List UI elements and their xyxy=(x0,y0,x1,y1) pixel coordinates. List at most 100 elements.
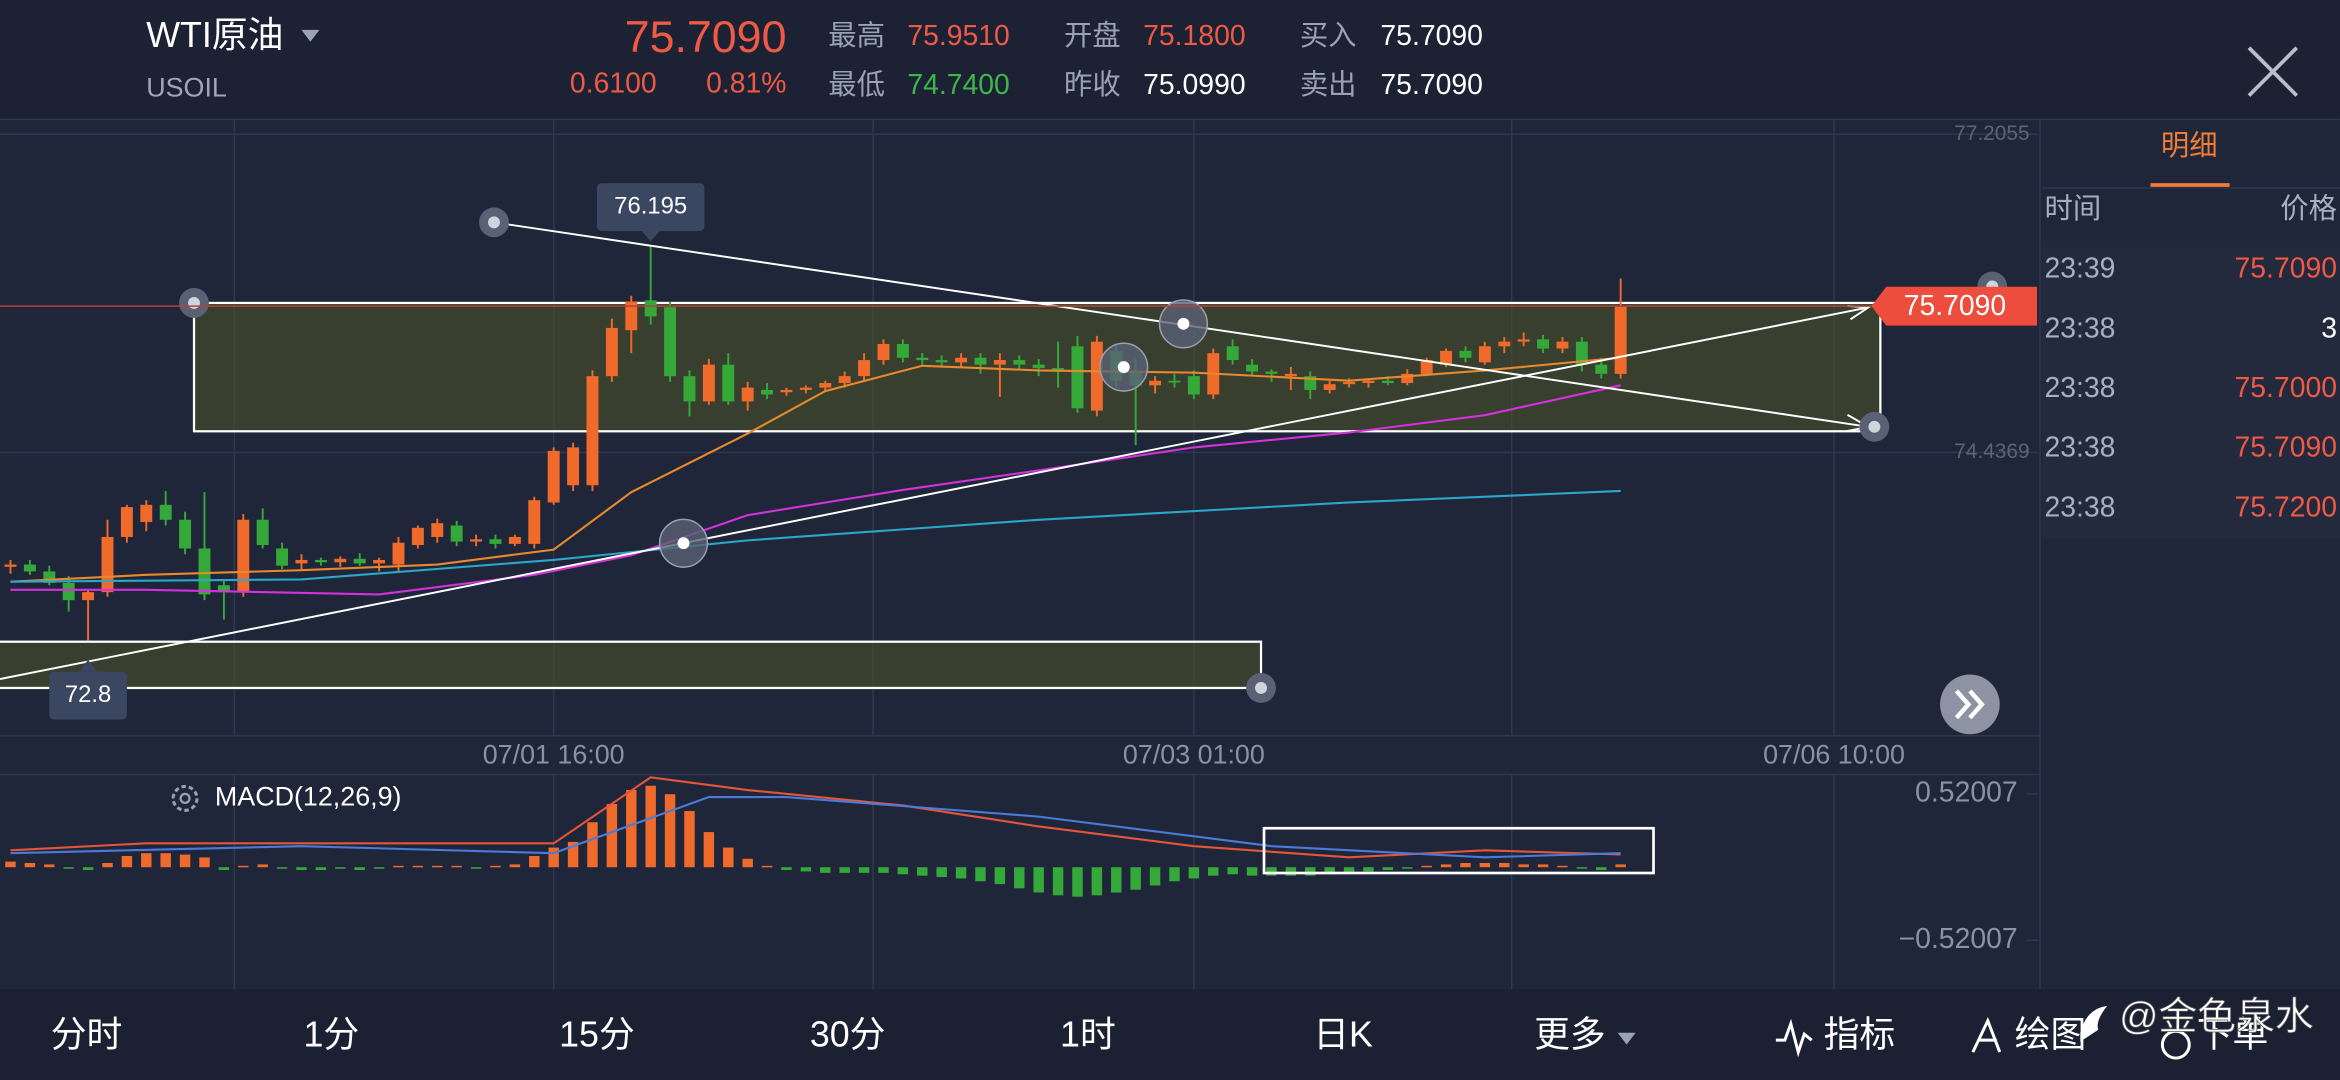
macd-bar xyxy=(199,857,210,868)
candle-body xyxy=(1265,371,1278,374)
macd-bar xyxy=(917,867,928,876)
macd-bar xyxy=(141,853,152,868)
macd-plot: 0.52007 −0.52007 xyxy=(5,776,2039,955)
period-tab[interactable]: 1时 xyxy=(1060,1015,1116,1055)
moving-average xyxy=(10,384,1621,596)
candle-body xyxy=(1401,373,1414,384)
candle-body xyxy=(101,536,114,593)
candle-body xyxy=(1284,373,1297,377)
macd-bar xyxy=(1305,867,1316,876)
candle-body xyxy=(935,360,948,363)
chart-frame xyxy=(0,119,2041,990)
period-tab[interactable]: 30分 xyxy=(810,1015,886,1055)
candle-body xyxy=(1478,346,1491,363)
macd-bar xyxy=(335,867,346,869)
tool-tab[interactable]: 指标 xyxy=(1824,1015,1896,1055)
candle-body xyxy=(1420,360,1433,374)
candle-body xyxy=(431,523,444,537)
candle-body xyxy=(1537,339,1550,349)
candle-body xyxy=(82,592,95,601)
quote-value: 75.0990 xyxy=(1143,69,1245,101)
macd-bar xyxy=(238,865,249,868)
macd-bar xyxy=(63,867,74,869)
macd-bar xyxy=(800,867,812,872)
symbol-name[interactable]: WTI原油 xyxy=(146,15,283,55)
annotation-box xyxy=(49,671,127,720)
period-tab[interactable]: 日K xyxy=(1313,1015,1373,1055)
candle-body xyxy=(1226,346,1239,361)
macd-bar xyxy=(1266,867,1277,876)
candle-body xyxy=(1187,376,1200,395)
quote-value: 75.7090 xyxy=(1380,20,1482,52)
candle-body xyxy=(1556,341,1569,349)
macd-bar xyxy=(781,867,792,871)
dropdown-icon[interactable] xyxy=(301,29,320,42)
macd-bar xyxy=(354,867,365,871)
tool-tab[interactable]: 下单 xyxy=(2197,1015,2269,1055)
trade-time: 23:38 xyxy=(2045,372,2116,404)
macd-bar xyxy=(44,864,55,868)
macd-bar xyxy=(820,867,831,873)
candle-body xyxy=(159,504,172,520)
candle-body xyxy=(4,564,17,567)
period-tab[interactable]: 分时 xyxy=(51,1015,123,1055)
candle-body xyxy=(1168,380,1181,383)
column-header: 时间 xyxy=(2045,193,2102,225)
macd-bar xyxy=(1324,867,1335,875)
candle-body xyxy=(1013,360,1026,365)
indicator-title: MACD(12,26,9) xyxy=(215,781,402,811)
candle-body xyxy=(838,376,851,384)
period-tab[interactable]: 15分 xyxy=(559,1015,635,1055)
candle-body xyxy=(974,357,987,365)
candle-body xyxy=(295,559,308,564)
macd-line xyxy=(10,796,1621,859)
drawn-box[interactable] xyxy=(1262,826,1655,875)
quote-label: 最低 xyxy=(828,69,885,101)
trade-price: 75.7200 xyxy=(2235,491,2337,523)
drawn-zone[interactable] xyxy=(0,640,1263,690)
trade-price: 75.7000 xyxy=(2235,372,2337,404)
macd-bar xyxy=(1130,867,1141,890)
macd-bar xyxy=(858,867,870,873)
candle-body xyxy=(722,364,735,402)
anchor-points[interactable] xyxy=(179,207,2008,703)
tool-tab[interactable]: 绘图 xyxy=(2015,1015,2087,1055)
candle-body xyxy=(1323,384,1336,390)
candle-body xyxy=(1343,381,1356,385)
macd-bar xyxy=(451,865,462,868)
macd-bar xyxy=(373,867,385,869)
price-plot xyxy=(4,246,1627,641)
macd-bar xyxy=(742,858,753,868)
candle-body xyxy=(567,447,580,486)
macd-bar xyxy=(994,867,1006,885)
y-tick-label: 74.4369 xyxy=(1954,440,2029,463)
close-button[interactable] xyxy=(2247,46,2299,97)
candle-body xyxy=(470,539,483,542)
candle-body xyxy=(314,559,327,563)
macd-bar xyxy=(878,867,889,873)
candle-body xyxy=(896,343,909,358)
more-tab[interactable]: 更多 xyxy=(1534,1015,1606,1055)
settings-icon[interactable] xyxy=(171,784,199,812)
macd-bar xyxy=(179,854,191,868)
candle-body xyxy=(276,548,289,566)
macd-bar xyxy=(24,863,36,868)
period-tab[interactable]: 1分 xyxy=(303,1015,359,1055)
panel-tab[interactable]: 明细 xyxy=(2161,130,2218,162)
annotation-pointer xyxy=(79,659,98,672)
draw-icon xyxy=(1971,1016,2002,1053)
candle-body xyxy=(1071,346,1084,409)
quote-value: 75.9510 xyxy=(907,20,1009,52)
candle-body xyxy=(877,343,890,361)
macd-bar xyxy=(1014,867,1025,889)
candle-body xyxy=(392,542,405,565)
macd-bar xyxy=(936,867,947,878)
macd-bar xyxy=(626,789,637,868)
macd-bar xyxy=(1285,867,1297,876)
quote-label: 买入 xyxy=(1300,20,1357,52)
quote-value: 75.7090 xyxy=(1380,69,1482,101)
macd-bar xyxy=(1382,867,1394,871)
scroll-latest-button[interactable] xyxy=(1940,674,2000,735)
dropdown-icon xyxy=(1617,1032,1636,1045)
macd-bar xyxy=(1363,867,1374,872)
